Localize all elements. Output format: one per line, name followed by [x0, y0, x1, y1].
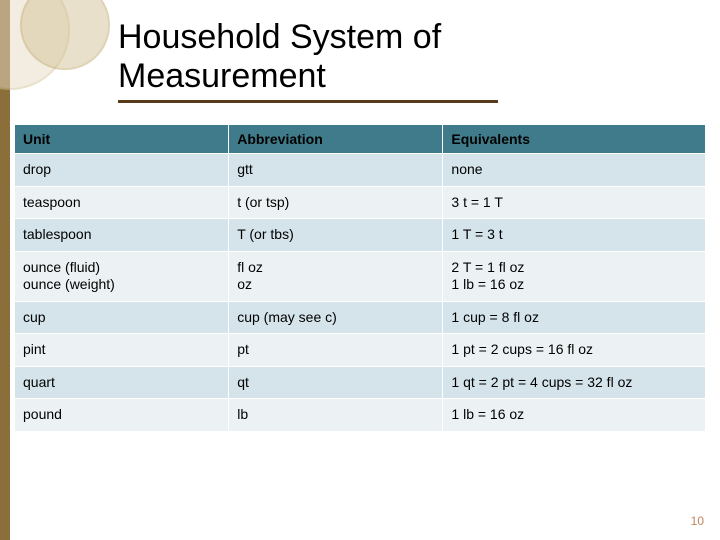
col-header-equiv: Equivalents	[443, 125, 706, 154]
title-underline	[118, 100, 498, 103]
table-cell-abbr: qt	[229, 366, 443, 399]
col-header-abbr: Abbreviation	[229, 125, 443, 154]
table-row: dropgttnone	[15, 154, 706, 187]
table-cell-equiv: 3 t = 1 T	[443, 186, 706, 219]
page-number: 10	[691, 514, 704, 528]
table-cell-unit: tablespoon	[15, 219, 229, 252]
measurement-table: Unit Abbreviation Equivalents dropgttnon…	[14, 124, 706, 432]
table-cell-unit: ounce (fluid)ounce (weight)	[15, 251, 229, 301]
table-cell-unit: quart	[15, 366, 229, 399]
title-line-2: Measurement	[118, 57, 326, 95]
table-row: teaspoont (or tsp)3 t = 1 T	[15, 186, 706, 219]
table-cell-equiv: 1 cup = 8 fl oz	[443, 301, 706, 334]
table-cell-unit: pound	[15, 399, 229, 432]
table-row: cupcup (may see c)1 cup = 8 fl oz	[15, 301, 706, 334]
col-header-unit: Unit	[15, 125, 229, 154]
title-line-1: Household System of	[118, 18, 441, 56]
table-cell-equiv: 2 T = 1 fl oz1 lb = 16 oz	[443, 251, 706, 301]
table-cell-abbr: t (or tsp)	[229, 186, 443, 219]
side-accent-bar	[0, 0, 10, 540]
table-cell-abbr: fl ozoz	[229, 251, 443, 301]
table-cell-equiv: none	[443, 154, 706, 187]
table-header-row: Unit Abbreviation Equivalents	[15, 125, 706, 154]
table-cell-unit: pint	[15, 334, 229, 367]
table-cell-abbr: lb	[229, 399, 443, 432]
table-cell-equiv: 1 pt = 2 cups = 16 fl oz	[443, 334, 706, 367]
table-row: ounce (fluid)ounce (weight)fl ozoz2 T = …	[15, 251, 706, 301]
table-cell-equiv: 1 T = 3 t	[443, 219, 706, 252]
table-cell-abbr: pt	[229, 334, 443, 367]
table-cell-unit: drop	[15, 154, 229, 187]
table-cell-unit: cup	[15, 301, 229, 334]
table-cell-equiv: 1 lb = 16 oz	[443, 399, 706, 432]
table-body: dropgttnoneteaspoont (or tsp)3 t = 1 Tta…	[15, 154, 706, 432]
table-row: pintpt1 pt = 2 cups = 16 fl oz	[15, 334, 706, 367]
table-cell-unit: teaspoon	[15, 186, 229, 219]
table-row: quartqt1 qt = 2 pt = 4 cups = 32 fl oz	[15, 366, 706, 399]
table-cell-abbr: cup (may see c)	[229, 301, 443, 334]
table-row: poundlb1 lb = 16 oz	[15, 399, 706, 432]
page-title: Household System of Measurement	[118, 18, 441, 96]
table-cell-abbr: T (or tbs)	[229, 219, 443, 252]
table-cell-abbr: gtt	[229, 154, 443, 187]
table-cell-equiv: 1 qt = 2 pt = 4 cups = 32 fl oz	[443, 366, 706, 399]
table-row: tablespoonT (or tbs)1 T = 3 t	[15, 219, 706, 252]
corner-decoration	[0, 0, 110, 110]
